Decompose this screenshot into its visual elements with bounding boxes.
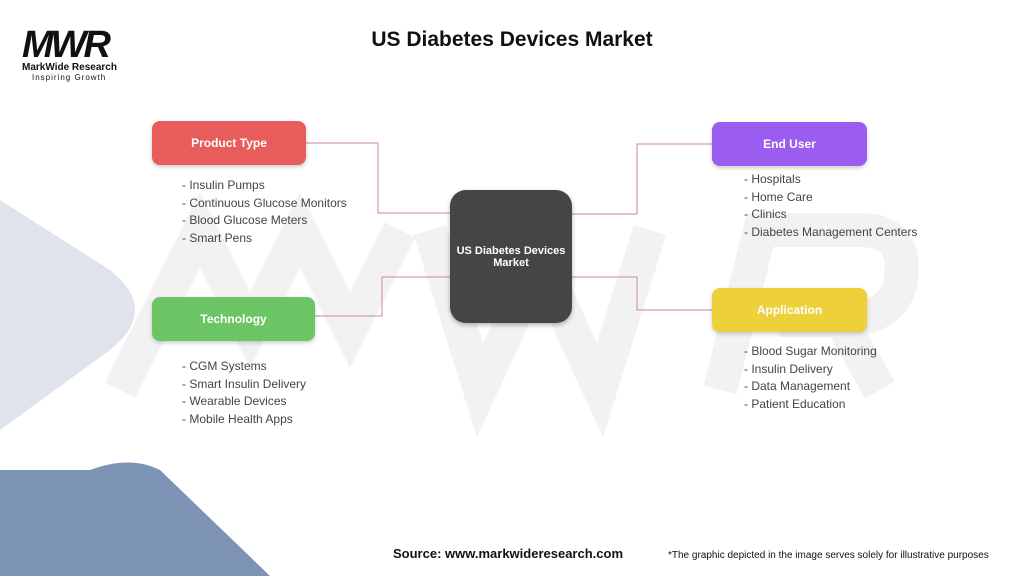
connector-product-type (306, 142, 450, 214)
watermark-m-shape (104, 191, 416, 398)
list-item: Home Care (744, 189, 917, 207)
list-item: CGM Systems (182, 358, 306, 376)
decor-shape-blue (0, 462, 270, 576)
page-title: US Diabetes Devices Market (371, 28, 653, 51)
decor-shape-gray (0, 200, 135, 430)
logo: MWR MarkWide Research Inspiring Growth (22, 24, 132, 82)
logo-mark: MWR (22, 24, 111, 66)
list-end-user: Hospitals Home Care Clinics Diabetes Man… (744, 171, 917, 242)
category-product-type: Product Type (152, 121, 306, 165)
list-item: Patient Education (744, 396, 877, 414)
source-text: Source: www.markwideresearch.com (393, 546, 624, 561)
list-item: Data Management (744, 378, 877, 396)
list-item: Diabetes Management Centers (744, 224, 917, 242)
list-item: Wearable Devices (182, 393, 306, 411)
logo-tagline: Inspiring Growth (32, 73, 107, 82)
connector-technology (315, 276, 450, 317)
connector-application (572, 276, 712, 311)
list-item: Insulin Pumps (182, 177, 347, 195)
category-end-user: End User (712, 122, 867, 166)
list-item: Continuous Glucose Monitors (182, 195, 346, 213)
list-item: Insulin Delivery (744, 361, 877, 379)
list-item: Blood Sugar Monitoring (744, 343, 876, 361)
list-item: Blood Glucose Meters (182, 212, 347, 230)
center-node: US Diabetes Devices Market (450, 190, 572, 323)
list-item: Mobile Health Apps (182, 411, 306, 429)
connectors (306, 142, 712, 317)
category-application: Application (712, 288, 867, 332)
logo-name: MarkWide Research (22, 62, 117, 73)
list-application: Blood Sugar Monitoring Insulin Delivery … (744, 343, 877, 414)
disclaimer-note: *The graphic depicted in the image serve… (668, 550, 989, 561)
list-item: Clinics (744, 206, 917, 224)
list-product-type: Insulin Pumps Continuous Glucose Monitor… (182, 177, 347, 248)
list-technology: CGM Systems Smart Insulin Delivery Weara… (182, 358, 306, 429)
list-item: Hospitals (744, 171, 917, 189)
connector-end-user (572, 143, 712, 215)
category-technology: Technology (152, 297, 315, 341)
list-item: Smart Insulin Delivery (182, 376, 306, 394)
list-item: Smart Pens (182, 230, 347, 248)
